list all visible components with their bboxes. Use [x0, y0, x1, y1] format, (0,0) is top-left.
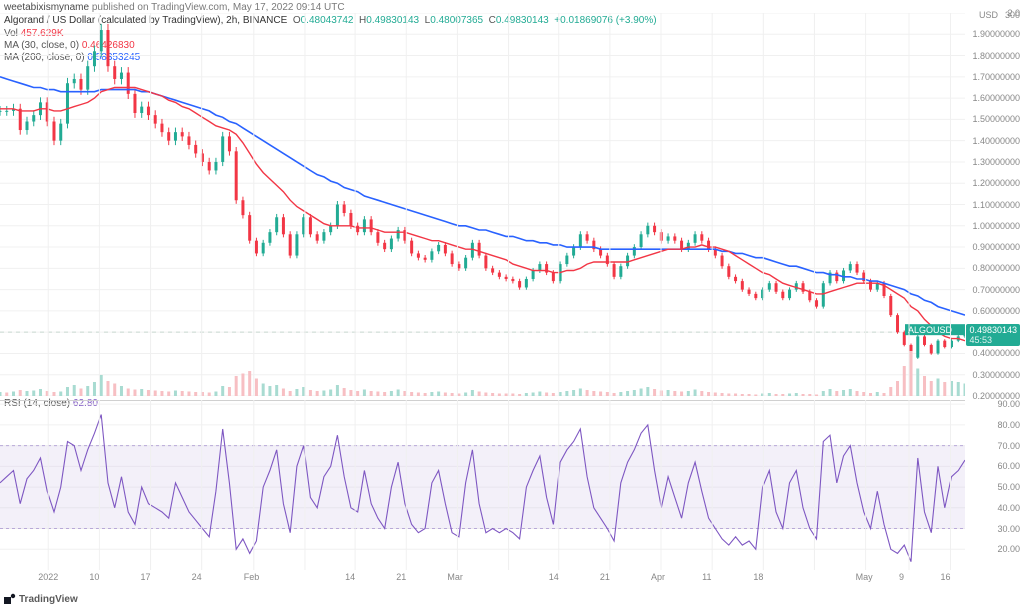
rsi-tick: 40.00	[997, 503, 1020, 513]
price-tick: 1.50000000	[972, 114, 1020, 124]
price-tick: 0.80000000	[972, 263, 1020, 273]
rsi-chart-panel[interactable]	[0, 400, 965, 570]
time-tick: 11	[702, 572, 711, 582]
time-tick: 24	[192, 572, 202, 582]
time-tick: 21	[396, 572, 406, 582]
rsi-tick: 60.00	[997, 461, 1020, 471]
current-price-tag: 0.4983014345:53	[966, 324, 1020, 346]
rsi-tick: 20.00	[997, 544, 1020, 554]
price-tick: 1.90000000	[972, 29, 1020, 39]
rsi-y-axis: 90.00 80.00 70.00 60.00 50.00 40.00 30.00 20.00	[966, 400, 1024, 570]
price-tick: 1.80000000	[972, 51, 1020, 61]
publisher-name: weetabixismyname	[4, 2, 89, 13]
price-tick: 0.30000000	[972, 370, 1020, 380]
price-tick: 0.90000000	[972, 242, 1020, 252]
price-y-axis: 2.01.900000001.800000001.700000001.60000…	[966, 13, 1024, 396]
rsi-tick: 70.00	[997, 441, 1020, 451]
price-tick: 1.00000000	[972, 221, 1020, 231]
tradingview-logo: TradingView	[4, 593, 78, 605]
time-tick: 10	[89, 572, 99, 582]
price-tick: 1.70000000	[972, 72, 1020, 82]
rsi-tick: 80.00	[997, 420, 1020, 430]
price-tick: 0.60000000	[972, 306, 1020, 316]
tradingview-icon	[4, 593, 16, 605]
price-tick: 0.40000000	[972, 348, 1020, 358]
svg-text:ALGOUSD: ALGOUSD	[908, 325, 953, 335]
time-tick: 14	[345, 572, 355, 582]
price-tick: 1.40000000	[972, 136, 1020, 146]
rsi-tick: 50.00	[997, 482, 1020, 492]
time-tick: 18	[753, 572, 763, 582]
rsi-tick: 90.00	[997, 399, 1020, 409]
price-tick: 1.20000000	[972, 178, 1020, 188]
time-x-axis: 2022 10 17 24 Feb 14 21 Mar 14 21 Apr 11 18 May 9 16	[0, 572, 965, 590]
price-tick: 0.70000000	[972, 285, 1020, 295]
time-tick: May	[856, 572, 873, 582]
price-unit: USD	[979, 10, 998, 20]
time-tick: 17	[141, 572, 151, 582]
price-chart-panel[interactable]: ALGOUSD	[0, 13, 965, 396]
price-chart-svg: ALGOUSD	[0, 13, 965, 396]
vol-axis-max: 300	[1005, 10, 1020, 20]
price-tick: 1.30000000	[972, 157, 1020, 167]
time-tick: 2022	[38, 572, 58, 582]
publish-header: weetabixismyname published on TradingVie…	[4, 2, 345, 13]
time-tick: 21	[600, 572, 610, 582]
rsi-chart-svg	[0, 400, 965, 570]
rsi-tick: 30.00	[997, 524, 1020, 534]
price-tick: 1.10000000	[972, 200, 1020, 210]
time-tick: Mar	[447, 572, 463, 582]
time-tick: 14	[549, 572, 559, 582]
time-tick: Feb	[244, 572, 260, 582]
price-tick: 1.60000000	[972, 93, 1020, 103]
time-tick: 9	[899, 572, 904, 582]
time-tick: 16	[941, 572, 951, 582]
time-tick: Apr	[651, 572, 665, 582]
